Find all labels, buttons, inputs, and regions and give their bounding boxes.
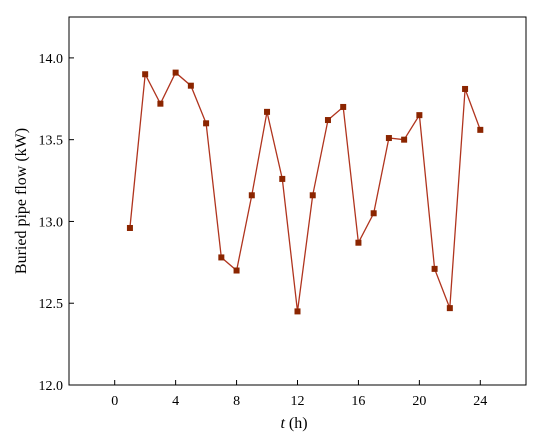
series-markers [126, 69, 484, 315]
data-point-marker [126, 224, 133, 231]
data-point-marker [324, 117, 331, 124]
data-point-marker [264, 108, 271, 115]
data-point-marker [294, 308, 301, 315]
data-point-marker [203, 120, 210, 127]
x-tick-label: 0 [111, 394, 118, 409]
x-tick-label: 4 [172, 394, 179, 409]
data-point-marker [157, 100, 164, 107]
data-point-marker [431, 265, 438, 272]
y-tick-label: 14.0 [39, 52, 64, 67]
data-point-marker [218, 254, 225, 261]
series-line [129, 71, 481, 312]
data-point-marker [477, 126, 484, 133]
data-point-marker [370, 210, 377, 217]
x-axis: 0 4 8 12 16 20 24 [111, 380, 487, 409]
data-point-marker [172, 69, 179, 76]
data-point-marker [187, 82, 194, 89]
y-axis-title: Buried pipe flow (kW) [13, 128, 30, 274]
x-axis-title-unit: (h) [285, 415, 308, 432]
data-point-marker [401, 136, 408, 143]
data-point-marker [446, 305, 453, 312]
data-point-marker [309, 192, 316, 199]
data-point-marker [142, 71, 149, 78]
y-tick-label: 12.5 [39, 297, 64, 312]
data-point-marker [416, 112, 423, 119]
x-axis-title-variable: t [280, 415, 285, 432]
x-tick-label: 24 [473, 394, 487, 409]
x-tick-label: 20 [412, 394, 426, 409]
y-tick-label: 13.5 [39, 134, 64, 149]
data-point-marker [279, 175, 286, 182]
data-point-marker [462, 85, 469, 92]
x-tick-label: 8 [233, 394, 240, 409]
x-tick-label: 12 [291, 394, 305, 409]
data-point-marker [385, 135, 392, 142]
x-axis-title: t (h) [280, 415, 307, 432]
y-tick-label: 13.0 [39, 215, 64, 230]
y-tick-label: 12.0 [39, 379, 64, 394]
data-point-marker [355, 239, 362, 246]
data-point-marker [340, 103, 347, 110]
x-tick-label: 16 [351, 394, 365, 409]
y-axis: 12.0 12.5 13.0 13.5 14.0 [39, 52, 74, 394]
data-point-marker [233, 267, 240, 274]
data-point-marker [248, 192, 255, 199]
